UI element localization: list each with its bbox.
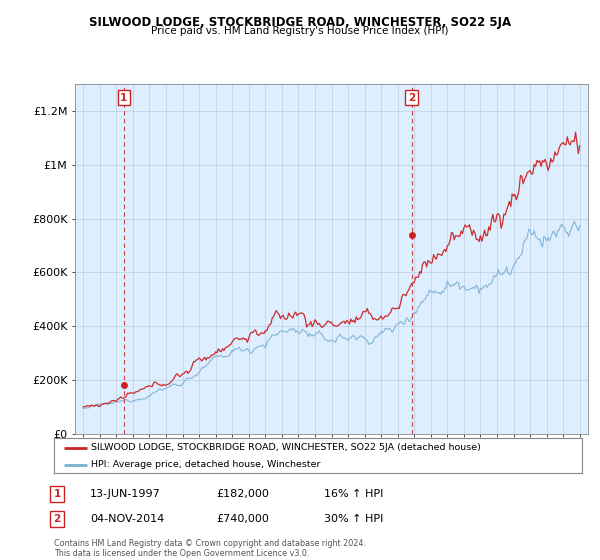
Text: SILWOOD LODGE, STOCKBRIDGE ROAD, WINCHESTER, SO22 5JA: SILWOOD LODGE, STOCKBRIDGE ROAD, WINCHES…: [89, 16, 511, 29]
Text: Contains HM Land Registry data © Crown copyright and database right 2024.: Contains HM Land Registry data © Crown c…: [54, 539, 366, 548]
Text: 30% ↑ HPI: 30% ↑ HPI: [324, 514, 383, 524]
Text: 1: 1: [53, 489, 61, 499]
Text: SILWOOD LODGE, STOCKBRIDGE ROAD, WINCHESTER, SO22 5JA (detached house): SILWOOD LODGE, STOCKBRIDGE ROAD, WINCHES…: [91, 444, 481, 452]
Text: 2: 2: [53, 514, 61, 524]
Text: This data is licensed under the Open Government Licence v3.0.: This data is licensed under the Open Gov…: [54, 549, 310, 558]
Text: 1: 1: [120, 93, 127, 102]
Text: £740,000: £740,000: [216, 514, 269, 524]
Text: 13-JUN-1997: 13-JUN-1997: [90, 489, 161, 499]
Text: 04-NOV-2014: 04-NOV-2014: [90, 514, 164, 524]
Text: £182,000: £182,000: [216, 489, 269, 499]
Text: 2: 2: [408, 93, 415, 102]
Text: Price paid vs. HM Land Registry's House Price Index (HPI): Price paid vs. HM Land Registry's House …: [151, 26, 449, 36]
Text: 16% ↑ HPI: 16% ↑ HPI: [324, 489, 383, 499]
Text: HPI: Average price, detached house, Winchester: HPI: Average price, detached house, Winc…: [91, 460, 320, 469]
